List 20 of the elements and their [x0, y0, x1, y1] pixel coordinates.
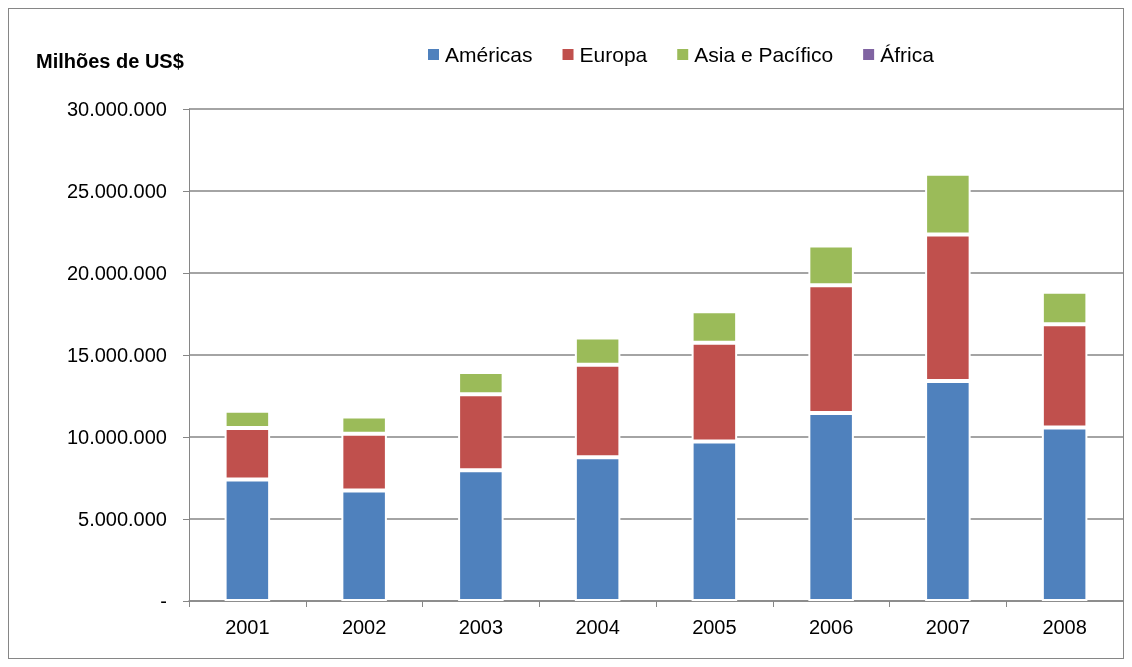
- x-tick-label: 2003: [458, 616, 504, 638]
- y-tick-label: 5.000.000: [78, 508, 167, 530]
- legend-label: Asia e Pacífico: [694, 43, 834, 66]
- y-tick-label: 15.000.000: [66, 344, 167, 366]
- legend-label: Américas: [445, 43, 533, 66]
- y-tick-label: 10.000.000: [66, 426, 167, 448]
- x-tick-label: 2001: [225, 616, 270, 638]
- legend-label: Europa: [579, 43, 648, 66]
- x-tick-label: 2002: [341, 616, 387, 638]
- x-tick-label: 2006: [808, 616, 854, 638]
- legend-label: África: [880, 43, 935, 66]
- y-tick-label: 30.000.000: [66, 98, 167, 120]
- y-axis-title: Milhões de US$: [36, 50, 184, 72]
- x-tick-label: 2007: [925, 616, 971, 638]
- y-tick-label: 20.000.000: [66, 262, 167, 284]
- x-tick-label: 2004: [575, 616, 620, 638]
- x-tick-label: 2008: [1042, 616, 1087, 638]
- y-tick-label: -: [160, 590, 167, 612]
- y-tick-label: 25.000.000: [66, 180, 167, 202]
- x-tick-label: 2005: [692, 616, 737, 638]
